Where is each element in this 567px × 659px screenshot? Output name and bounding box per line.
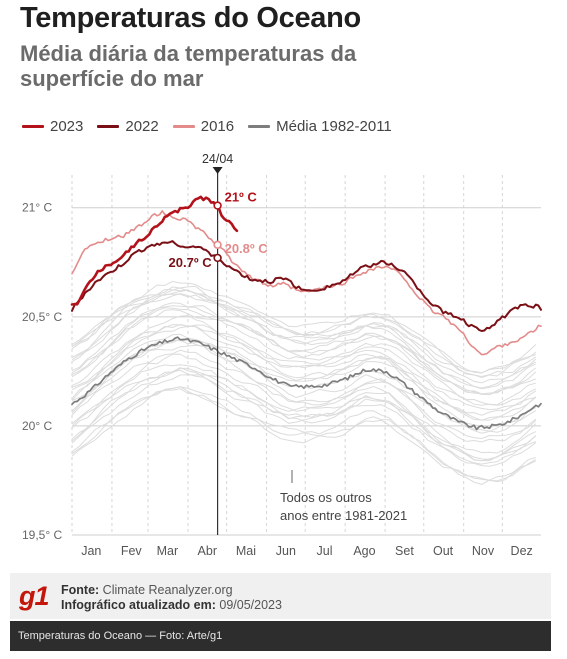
x-tick-label: Ago <box>353 544 375 558</box>
value-dot <box>213 240 222 250</box>
value-label: 20.7º C <box>169 255 213 270</box>
y-tick-label: 21° C <box>22 201 52 215</box>
legend-swatch-2022 <box>97 124 120 128</box>
legend-swatch-mean <box>248 124 271 128</box>
background-year-line <box>71 323 537 411</box>
chart-title: Temperaturas do Oceano <box>20 2 361 34</box>
series-line <box>70 195 239 306</box>
legend-label-2022: 2022 <box>125 117 159 135</box>
value-dot <box>213 253 222 263</box>
photo-caption: Temperaturas do Oceano — Foto: Arte/g1 <box>10 621 551 651</box>
temperature-line-chart: 24/04 Jan Fev Mar Abr Mai Jun Jul Ago Set Out Nov D… <box>22 152 542 558</box>
labels-layer: Jan Fev Mar Abr Mai Jun Jul Ago Set Out Nov Dez 19,5… <box>22 190 533 558</box>
value-dot <box>213 201 222 210</box>
background-year-line <box>71 324 536 416</box>
background-year-line <box>71 369 537 454</box>
source-line: Fonte: Climate Reanalyzer.org <box>61 583 233 597</box>
background-year-line <box>71 386 536 485</box>
background-year-line <box>71 344 537 440</box>
updated-line: Infográfico atualizado em: 09/05/2023 <box>61 598 282 612</box>
callout-text: anos entre 1981-2021 <box>280 508 407 523</box>
background-year-line <box>71 286 537 374</box>
source-label: Fonte: <box>61 583 100 597</box>
x-tick-label: Dez <box>511 544 533 558</box>
background-year-line <box>71 285 536 390</box>
x-tick-label: Mar <box>157 544 179 558</box>
legend-swatch-2016 <box>172 124 195 128</box>
x-tick-label: Nov <box>472 544 495 558</box>
background-year-line <box>71 338 537 434</box>
legend-item-2023: 2023 <box>22 118 83 135</box>
y-tick-label: 19,5° C <box>22 528 62 542</box>
legend: 2023 2022 2016 Média 1982-2011 <box>22 115 406 137</box>
x-tick-label: Set <box>395 544 414 558</box>
y-tick-label: 20° C <box>22 419 52 433</box>
background-year-line <box>71 353 537 462</box>
source-value: Climate Reanalyzer.org <box>102 583 233 597</box>
legend-label-mean: Média 1982-2011 <box>276 117 392 135</box>
background-year-line <box>71 349 537 443</box>
x-tick-label: Out <box>433 544 454 558</box>
x-tick-label: Jul <box>317 544 333 558</box>
legend-item-2016: 2016 <box>172 117 235 135</box>
legend-label-2023: 2023 <box>50 117 84 135</box>
value-label: 21º C <box>225 190 258 205</box>
value-label: 20.8º C <box>225 241 269 256</box>
background-year-line <box>71 364 536 465</box>
marker-date-label: 24/04 <box>202 152 233 166</box>
legend-swatch-2023 <box>22 124 44 128</box>
background-year-line <box>71 302 537 396</box>
source-footer: g1 Fonte: Climate Reanalyzer.org Infográ… <box>10 573 551 619</box>
x-tick-label: Jan <box>81 544 101 558</box>
x-tick-label: Mai <box>236 544 256 558</box>
background-year-line <box>71 367 537 461</box>
chart-subtitle: Média diária da temperaturas da superfíc… <box>20 41 357 91</box>
background-year-line <box>71 333 537 421</box>
background-year-line <box>71 386 537 483</box>
x-tick-label: Abr <box>198 544 217 558</box>
background-year-line <box>71 280 536 374</box>
grid-layer <box>71 175 541 536</box>
series-line <box>71 336 542 431</box>
legend-item-2022: 2022 <box>97 117 159 135</box>
x-tick-label: Jun <box>276 544 296 558</box>
updated-label: Infográfico atualizado em: <box>61 598 216 612</box>
legend-label-2016: 2016 <box>200 117 235 135</box>
background-year-line <box>71 325 537 406</box>
legend-item-mean: Média 1982-2011 <box>248 118 392 135</box>
series-line <box>71 240 542 332</box>
marker-triangle <box>212 167 223 174</box>
x-tick-label: Fev <box>121 544 143 558</box>
background-year-line <box>71 314 537 421</box>
series-layer <box>70 195 542 431</box>
g1-logo: g1 <box>19 581 49 611</box>
background-years-layer <box>71 280 537 485</box>
background-year-line <box>71 367 537 467</box>
background-year-line <box>71 293 537 379</box>
callout-text: Todos os outros <box>280 490 372 505</box>
date-marker: 24/04 <box>202 152 233 535</box>
y-tick-label: 20,5° C <box>22 310 62 324</box>
updated-value: 09/05/2023 <box>219 598 282 612</box>
